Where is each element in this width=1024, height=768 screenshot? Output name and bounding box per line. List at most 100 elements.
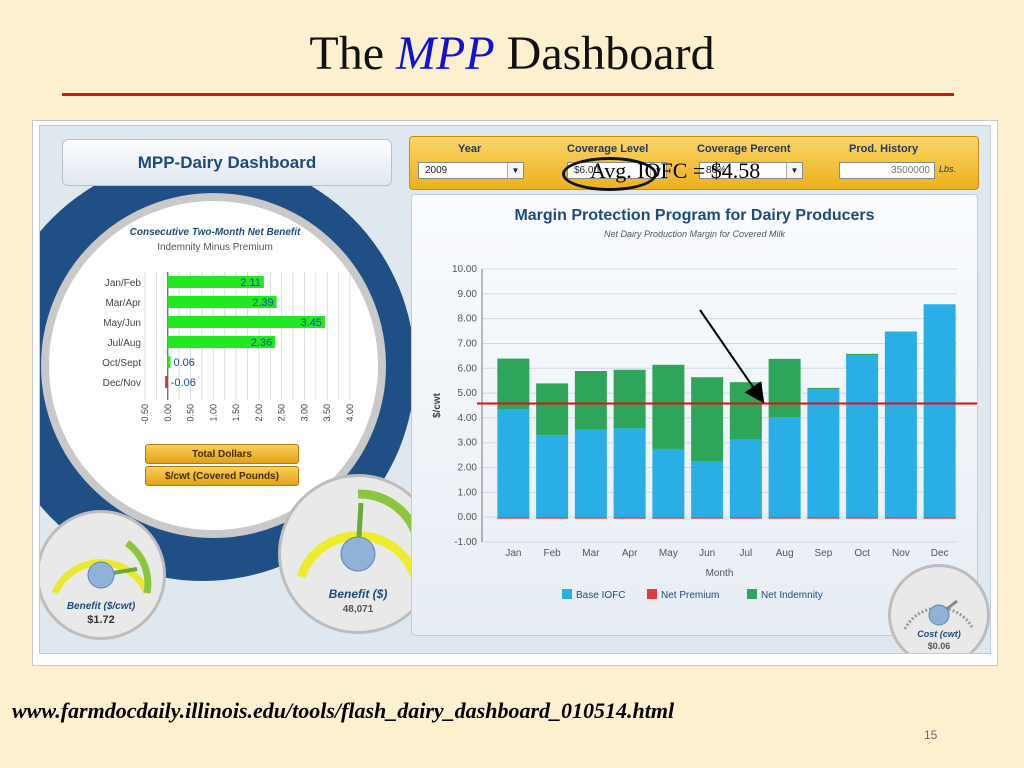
benefit-cwt-label: Benefit ($/cwt) (66, 601, 136, 612)
base-iofc-bar (691, 461, 724, 518)
hbar-value-label: -0.06 (171, 377, 196, 389)
benefit-cwt-gauge: Benefit ($/cwt) $1.72 (40, 510, 166, 640)
main-x-tick-label: Mar (582, 548, 600, 559)
hbar-category-label: Mar/Apr (105, 298, 141, 309)
main-y-tick-label: 4.00 (458, 413, 478, 424)
net-indemnity-bar (613, 369, 646, 429)
base-iofc-bar (613, 428, 646, 518)
per-cwt-button[interactable]: $/cwt (Covered Pounds) (145, 466, 299, 486)
main-y-tick-label: 0.00 (458, 512, 478, 523)
main-y-tick-label: 7.00 (458, 338, 478, 349)
net-indemnity-bar (574, 371, 607, 430)
hbar-tick-label: 3.00 (299, 404, 309, 422)
hbar-category-label: May/Jun (103, 318, 141, 329)
benefit-cwt-value: $1.72 (87, 614, 115, 626)
net-benefit-bar-chart: Jan/Feb 2.11 Mar/Apr 2.39 May/Jun 3.45 Jul/Aug… (102, 272, 355, 425)
hbar-tick-label: 1.50 (231, 404, 241, 422)
prod-history-unit: Lbs. (939, 164, 957, 174)
title-underline (62, 93, 954, 96)
legend-label: Net Indemnity (761, 590, 823, 601)
cost-cwt-gauge: Cost (cwt) $0.06 (888, 564, 990, 653)
hbar-value-label: 2.11 (240, 277, 261, 289)
hbar-category-label: Oct/Sept (102, 358, 141, 369)
margin-chart: -1.00 0.00 1.00 2.00 3.00 4.00 5.00 6.00 7.00 8.0… (432, 264, 977, 601)
main-y-tick-label: 9.00 (458, 289, 478, 300)
hbar-bar (167, 336, 276, 348)
net-premium-bar (536, 517, 569, 519)
legend-swatch (747, 589, 757, 599)
margin-chart-title: Margin Protection Program for Dairy Prod… (514, 207, 875, 224)
hbar-tick-label: 3.50 (322, 404, 332, 422)
net-premium-bar (497, 517, 530, 519)
main-x-tick-label: Jul (739, 548, 752, 559)
source-url[interactable]: www.farmdocdaily.illinois.edu/tools/flas… (12, 698, 675, 723)
net-indemnity-bar (807, 387, 840, 390)
margin-chart-panel: Margin Protection Program for Dairy Prod… (411, 194, 978, 636)
main-x-tick-label: Aug (776, 548, 794, 559)
hbar-category-label: Jan/Feb (105, 278, 142, 289)
base-iofc-bar (884, 331, 917, 518)
main-x-tick-label: Oct (854, 548, 870, 559)
legend-label: Net Premium (661, 590, 719, 601)
slide-number: 15 (924, 728, 938, 742)
slide-title-suffix: Dashboard (506, 27, 715, 80)
main-y-tick-label: 8.00 (458, 314, 478, 325)
main-x-tick-label: Feb (544, 548, 562, 559)
net-premium-bar (846, 517, 879, 519)
cost-cwt-label: Cost (cwt) (917, 629, 961, 639)
dashboard-title: MPP-Dairy Dashboard (62, 139, 392, 186)
net-premium-bar (768, 517, 801, 519)
main-y-tick-label: 1.00 (458, 487, 478, 498)
coverage-percent-select[interactable]: 80% ▼ (699, 162, 803, 179)
benefit-cwt-gauge-dial (51, 540, 152, 595)
net-indemnity-bar (729, 382, 762, 440)
base-iofc-bar (846, 355, 879, 518)
main-y-tick-label: 10.00 (452, 264, 477, 275)
year-select[interactable]: 2009 ▼ (418, 162, 524, 179)
hbar-tick-label: 4.00 (345, 404, 355, 422)
hbar-value-label: 2.36 (251, 337, 272, 349)
main-x-tick-label: Apr (622, 548, 638, 559)
net-premium-bar (807, 517, 840, 519)
year-label: Year (458, 143, 482, 155)
hbar-bar (167, 276, 264, 288)
total-dollars-button[interactable]: Total Dollars (145, 444, 299, 464)
net-indemnity-bar (768, 358, 801, 418)
net-indemnity-bar (536, 383, 569, 436)
main-x-tick-label: Sep (814, 548, 832, 559)
controls-bar: Year 2009 ▼ Coverage Level $6.00 ▼ Cover… (409, 136, 979, 190)
coverage-percent-label: Coverage Percent (697, 143, 791, 155)
hbar-value-label: 2.39 (252, 297, 273, 309)
main-x-tick-label: May (659, 548, 678, 559)
base-iofc-bar (652, 448, 685, 518)
net-premium-bar (574, 517, 607, 519)
base-iofc-bar (574, 429, 607, 518)
hbar-value-label: 3.45 (301, 317, 322, 329)
net-indemnity-bar (652, 364, 685, 449)
prod-history-input[interactable]: 3500000 (839, 162, 935, 179)
legend-swatch (562, 589, 572, 599)
hbar-tick-label: 1.00 (208, 404, 218, 422)
main-y-tick-label: 3.00 (458, 438, 478, 449)
base-iofc-bar (807, 389, 840, 518)
main-y-tick-label: 6.00 (458, 363, 478, 374)
legend-label: Base IOFC (576, 590, 625, 601)
net-indemnity-bar (846, 353, 879, 356)
main-y-axis-label: $/cwt (432, 392, 443, 418)
dashboard-frame: MPP-Dairy Dashboard Consecutive Two-Mont… (39, 125, 991, 654)
hbar-tick-label: -0.50 (140, 404, 150, 425)
benefit-dollars-value: 48,071 (342, 604, 374, 615)
hbar-value-label: 0.06 (174, 357, 195, 369)
hbar-bar (167, 356, 171, 368)
main-y-tick-label: 5.00 (458, 388, 478, 399)
base-iofc-bar (497, 409, 530, 518)
net-benefit-subtitle: Indemnity Minus Premium (157, 242, 273, 253)
coverage-percent-chevron-down-icon[interactable]: ▼ (786, 163, 802, 178)
dashboard-screenshot: MPP-Dairy Dashboard Consecutive Two-Mont… (32, 120, 998, 666)
cost-cwt-gauge-dial (903, 599, 975, 630)
year-chevron-down-icon[interactable]: ▼ (507, 163, 523, 178)
main-y-tick-label: -1.00 (454, 537, 477, 548)
main-x-tick-label: Jan (505, 548, 521, 559)
net-premium-bar (729, 517, 762, 519)
hbar-tick-label: 0.50 (186, 404, 196, 422)
